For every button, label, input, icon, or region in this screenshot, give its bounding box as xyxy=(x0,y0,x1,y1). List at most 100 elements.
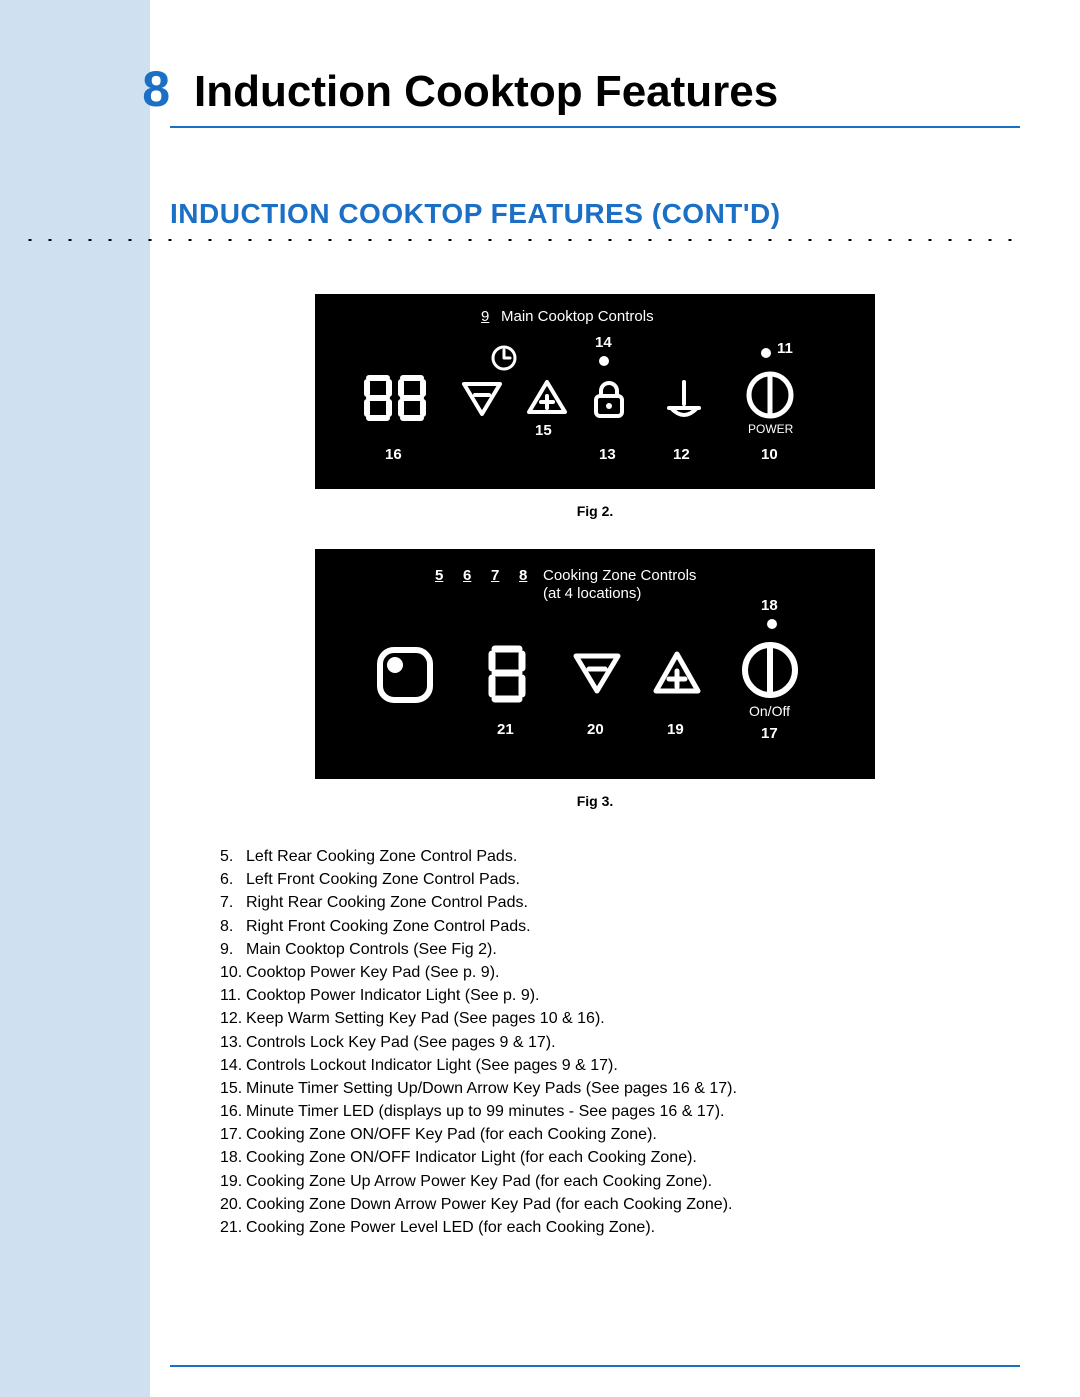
left-color-band xyxy=(0,0,150,1397)
keep-warm-icon xyxy=(665,378,703,418)
panel-b-num-8: 8 xyxy=(519,567,527,584)
panel-b-num-6: 6 xyxy=(463,567,471,584)
legend-text: Right Rear Cooking Zone Control Pads. xyxy=(246,891,528,914)
callout-18: 18 xyxy=(761,597,778,614)
clock-icon xyxy=(490,344,518,372)
legend-num: 7. xyxy=(220,891,246,914)
legend-num: 19. xyxy=(220,1170,246,1193)
legend-item: 11. Cooktop Power Indicator Light (See p… xyxy=(220,984,1020,1007)
callout-19: 19 xyxy=(667,721,684,738)
callout-14: 14 xyxy=(595,334,612,351)
legend-num: 20. xyxy=(220,1193,246,1216)
legend-num: 10. xyxy=(220,961,246,984)
legend-num: 6. xyxy=(220,868,246,891)
callout-13: 13 xyxy=(599,446,616,463)
callout-20: 20 xyxy=(587,721,604,738)
legend-num: 14. xyxy=(220,1054,246,1077)
zone-power-icon xyxy=(741,641,799,699)
legend-num: 18. xyxy=(220,1146,246,1169)
callout-12: 12 xyxy=(673,446,690,463)
plus-triangle-icon xyxy=(525,378,569,418)
legend-text: Cooking Zone ON/OFF Key Pad (for each Co… xyxy=(246,1123,657,1146)
legend-num: 21. xyxy=(220,1216,246,1239)
legend-item: 21. Cooking Zone Power Level LED (for ea… xyxy=(220,1216,1020,1239)
legend-text: Controls Lock Key Pad (See pages 9 & 17)… xyxy=(246,1031,556,1054)
onoff-label: On/Off xyxy=(749,703,790,719)
zone-minus-triangle-icon xyxy=(571,649,623,697)
legend-num: 13. xyxy=(220,1031,246,1054)
lock-icon xyxy=(590,378,628,418)
indicator-dot-11 xyxy=(761,348,771,358)
legend-item: 5. Left Rear Cooking Zone Control Pads. xyxy=(220,845,1020,868)
legend-text: Cooktop Power Indicator Light (See p. 9)… xyxy=(246,984,540,1007)
fig3-caption: Fig 3. xyxy=(577,793,614,809)
section-title: INDUCTION COOKTOP FEATURES (CONT'D) xyxy=(170,198,1020,230)
legend-num: 8. xyxy=(220,915,246,938)
legend-item: 8. Right Front Cooking Zone Control Pads… xyxy=(220,915,1020,938)
legend-num: 17. xyxy=(220,1123,246,1146)
legend-text: Keep Warm Setting Key Pad (See pages 10 … xyxy=(246,1007,605,1030)
callout-10: 10 xyxy=(761,446,778,463)
level-led-icon xyxy=(485,643,529,705)
legend-item: 6. Left Front Cooking Zone Control Pads. xyxy=(220,868,1020,891)
legend-text: Cooking Zone Up Arrow Power Key Pad (for… xyxy=(246,1170,712,1193)
page-content: 8 Induction Cooktop Features INDUCTION C… xyxy=(150,0,1080,1397)
minus-triangle-icon xyxy=(460,378,504,418)
legend-num: 5. xyxy=(220,845,246,868)
legend-text: Left Front Cooking Zone Control Pads. xyxy=(246,868,520,891)
panel-b-num-7: 7 xyxy=(491,567,499,584)
legend-text: Left Rear Cooking Zone Control Pads. xyxy=(246,845,517,868)
panel-b-line1: Cooking Zone Controls xyxy=(543,567,696,584)
legend-text: Controls Lockout Indicator Light (See pa… xyxy=(246,1054,618,1077)
callout-11: 11 xyxy=(777,340,793,357)
legend-text: Right Front Cooking Zone Control Pads. xyxy=(246,915,531,938)
panel-zone-controls: 5 6 7 8 Cooking Zone Controls (at 4 loca… xyxy=(315,549,875,779)
legend-item: 13. Controls Lock Key Pad (See pages 9 &… xyxy=(220,1031,1020,1054)
legend-item: 7. Right Rear Cooking Zone Control Pads. xyxy=(220,891,1020,914)
section-header: INDUCTION COOKTOP FEATURES (CONT'D) xyxy=(170,198,1020,244)
legend-text: Minute Timer LED (displays up to 99 minu… xyxy=(246,1100,724,1123)
legend-item: 20. Cooking Zone Down Arrow Power Key Pa… xyxy=(220,1193,1020,1216)
figures-area: 9 Main Cooktop Controls 14 11 xyxy=(170,294,1020,839)
legend-text: Minute Timer Setting Up/Down Arrow Key P… xyxy=(246,1077,737,1100)
legend-num: 15. xyxy=(220,1077,246,1100)
legend-item: 17. Cooking Zone ON/OFF Key Pad (for eac… xyxy=(220,1123,1020,1146)
page-header: 8 Induction Cooktop Features xyxy=(170,60,1020,128)
timer-led-icon xyxy=(363,374,433,422)
dotted-divider xyxy=(20,236,1020,244)
legend-text: Cooking Zone Down Arrow Power Key Pad (f… xyxy=(246,1193,732,1216)
legend-item: 12. Keep Warm Setting Key Pad (See pages… xyxy=(220,1007,1020,1030)
panel-a-label-text: Main Cooktop Controls xyxy=(501,308,654,325)
power-icon xyxy=(745,370,795,420)
legend-item: 10. Cooktop Power Key Pad (See p. 9). xyxy=(220,961,1020,984)
indicator-dot-14 xyxy=(599,356,609,366)
callout-17: 17 xyxy=(761,725,778,742)
legend-num: 9. xyxy=(220,938,246,961)
legend-num: 11. xyxy=(220,984,246,1007)
legend-list: 5. Left Rear Cooking Zone Control Pads.6… xyxy=(170,845,1020,1239)
callout-16: 16 xyxy=(385,446,402,463)
legend-item: 16. Minute Timer LED (displays up to 99 … xyxy=(220,1100,1020,1123)
panel-a-label-num: 9 xyxy=(481,308,489,325)
power-label: POWER xyxy=(748,422,793,436)
zone-plus-triangle-icon xyxy=(651,649,703,697)
footer-rule xyxy=(170,1365,1020,1367)
callout-15: 15 xyxy=(535,422,552,439)
legend-item: 18. Cooking Zone ON/OFF Indicator Light … xyxy=(220,1146,1020,1169)
page-number: 8 xyxy=(110,60,170,118)
legend-num: 12. xyxy=(220,1007,246,1030)
page-title: Induction Cooktop Features xyxy=(194,67,778,117)
legend-text: Cooktop Power Key Pad (See p. 9). xyxy=(246,961,499,984)
callout-21: 21 xyxy=(497,721,514,738)
legend-item: 14. Controls Lockout Indicator Light (Se… xyxy=(220,1054,1020,1077)
legend-item: 15. Minute Timer Setting Up/Down Arrow K… xyxy=(220,1077,1020,1100)
panel-b-num-5: 5 xyxy=(435,567,443,584)
legend-item: 19. Cooking Zone Up Arrow Power Key Pad … xyxy=(220,1170,1020,1193)
legend-item: 9. Main Cooktop Controls (See Fig 2). xyxy=(220,938,1020,961)
legend-text: Main Cooktop Controls (See Fig 2). xyxy=(246,938,497,961)
indicator-dot-18 xyxy=(767,619,777,629)
zone-location-icon xyxy=(375,645,435,705)
panel-main-controls: 9 Main Cooktop Controls 14 11 xyxy=(315,294,875,489)
legend-text: Cooking Zone Power Level LED (for each C… xyxy=(246,1216,655,1239)
fig2-caption: Fig 2. xyxy=(577,503,614,519)
